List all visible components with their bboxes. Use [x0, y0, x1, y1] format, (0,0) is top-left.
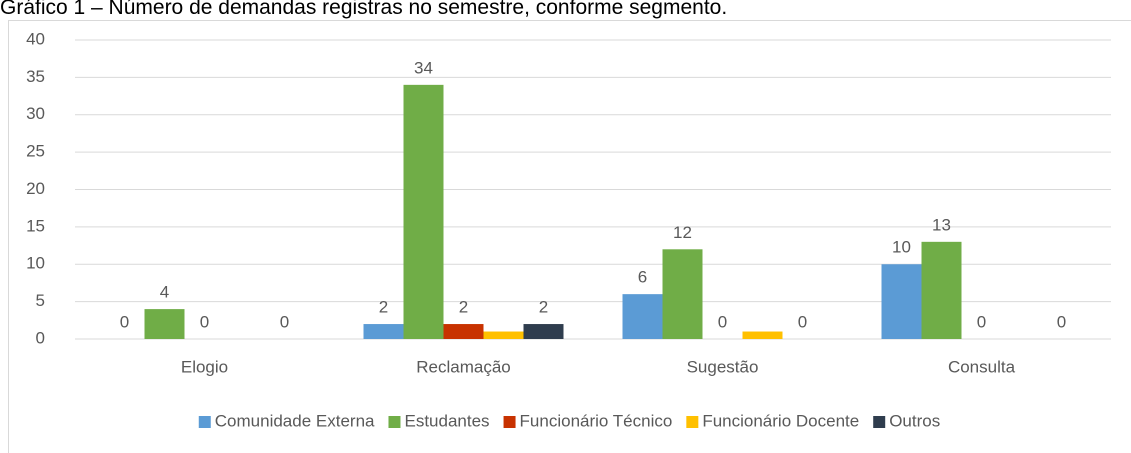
- data-label: 2: [379, 298, 388, 317]
- data-label: 13: [932, 215, 951, 234]
- legend-label: Estudantes: [404, 411, 489, 430]
- bar: [921, 241, 962, 339]
- legend-swatch: [503, 416, 516, 428]
- bar: [443, 324, 484, 339]
- legend-label: Comunidade Externa: [215, 411, 375, 430]
- legend-swatch: [686, 416, 699, 428]
- data-label: 2: [459, 298, 468, 317]
- data-label: 34: [414, 58, 433, 77]
- bar: [483, 331, 524, 339]
- data-label: 0: [200, 312, 209, 331]
- bar: [144, 309, 185, 339]
- y-tick-label: 40: [26, 29, 45, 48]
- y-tick-label: 10: [26, 254, 45, 273]
- data-label: 12: [673, 223, 692, 242]
- data-label: 10: [892, 238, 911, 257]
- data-label: 0: [798, 312, 807, 331]
- legend-swatch: [198, 416, 211, 428]
- bar: [403, 84, 444, 339]
- data-label: 0: [1057, 312, 1066, 331]
- data-label: 0: [120, 312, 129, 331]
- legend-label: Funcionário Docente: [702, 411, 859, 430]
- bar: [662, 249, 703, 339]
- x-tick-label: Sugestão: [687, 357, 759, 376]
- bar: [523, 324, 564, 339]
- bar: [881, 264, 922, 339]
- x-tick-label: Elogio: [181, 357, 228, 376]
- legend-swatch: [873, 416, 886, 428]
- data-label: 0: [718, 312, 727, 331]
- y-tick-label: 25: [26, 142, 45, 161]
- data-label: 6: [638, 268, 647, 287]
- y-tick-label: 15: [26, 216, 45, 235]
- chart-title: Gráfico 1 – Número de demandas registras…: [0, 0, 727, 19]
- x-tick-label: Consulta: [948, 357, 1016, 376]
- bar: [363, 324, 404, 339]
- data-label: 4: [160, 283, 169, 302]
- y-tick-label: 20: [26, 179, 45, 198]
- bar: [622, 294, 663, 339]
- y-tick-label: 5: [36, 291, 45, 310]
- data-label: 0: [280, 312, 289, 331]
- y-tick-label: 0: [36, 328, 45, 347]
- legend-label: Outros: [889, 411, 940, 430]
- y-tick-label: 35: [26, 67, 45, 86]
- legend-label: Funcionário Técnico: [520, 411, 673, 430]
- legend-swatch: [388, 416, 401, 428]
- data-label: 2: [539, 298, 548, 317]
- y-tick-label: 30: [26, 104, 45, 123]
- x-tick-label: Reclamação: [416, 357, 511, 376]
- data-label: 0: [977, 312, 986, 331]
- bar: [742, 331, 783, 339]
- chart-border: [8, 20, 1131, 453]
